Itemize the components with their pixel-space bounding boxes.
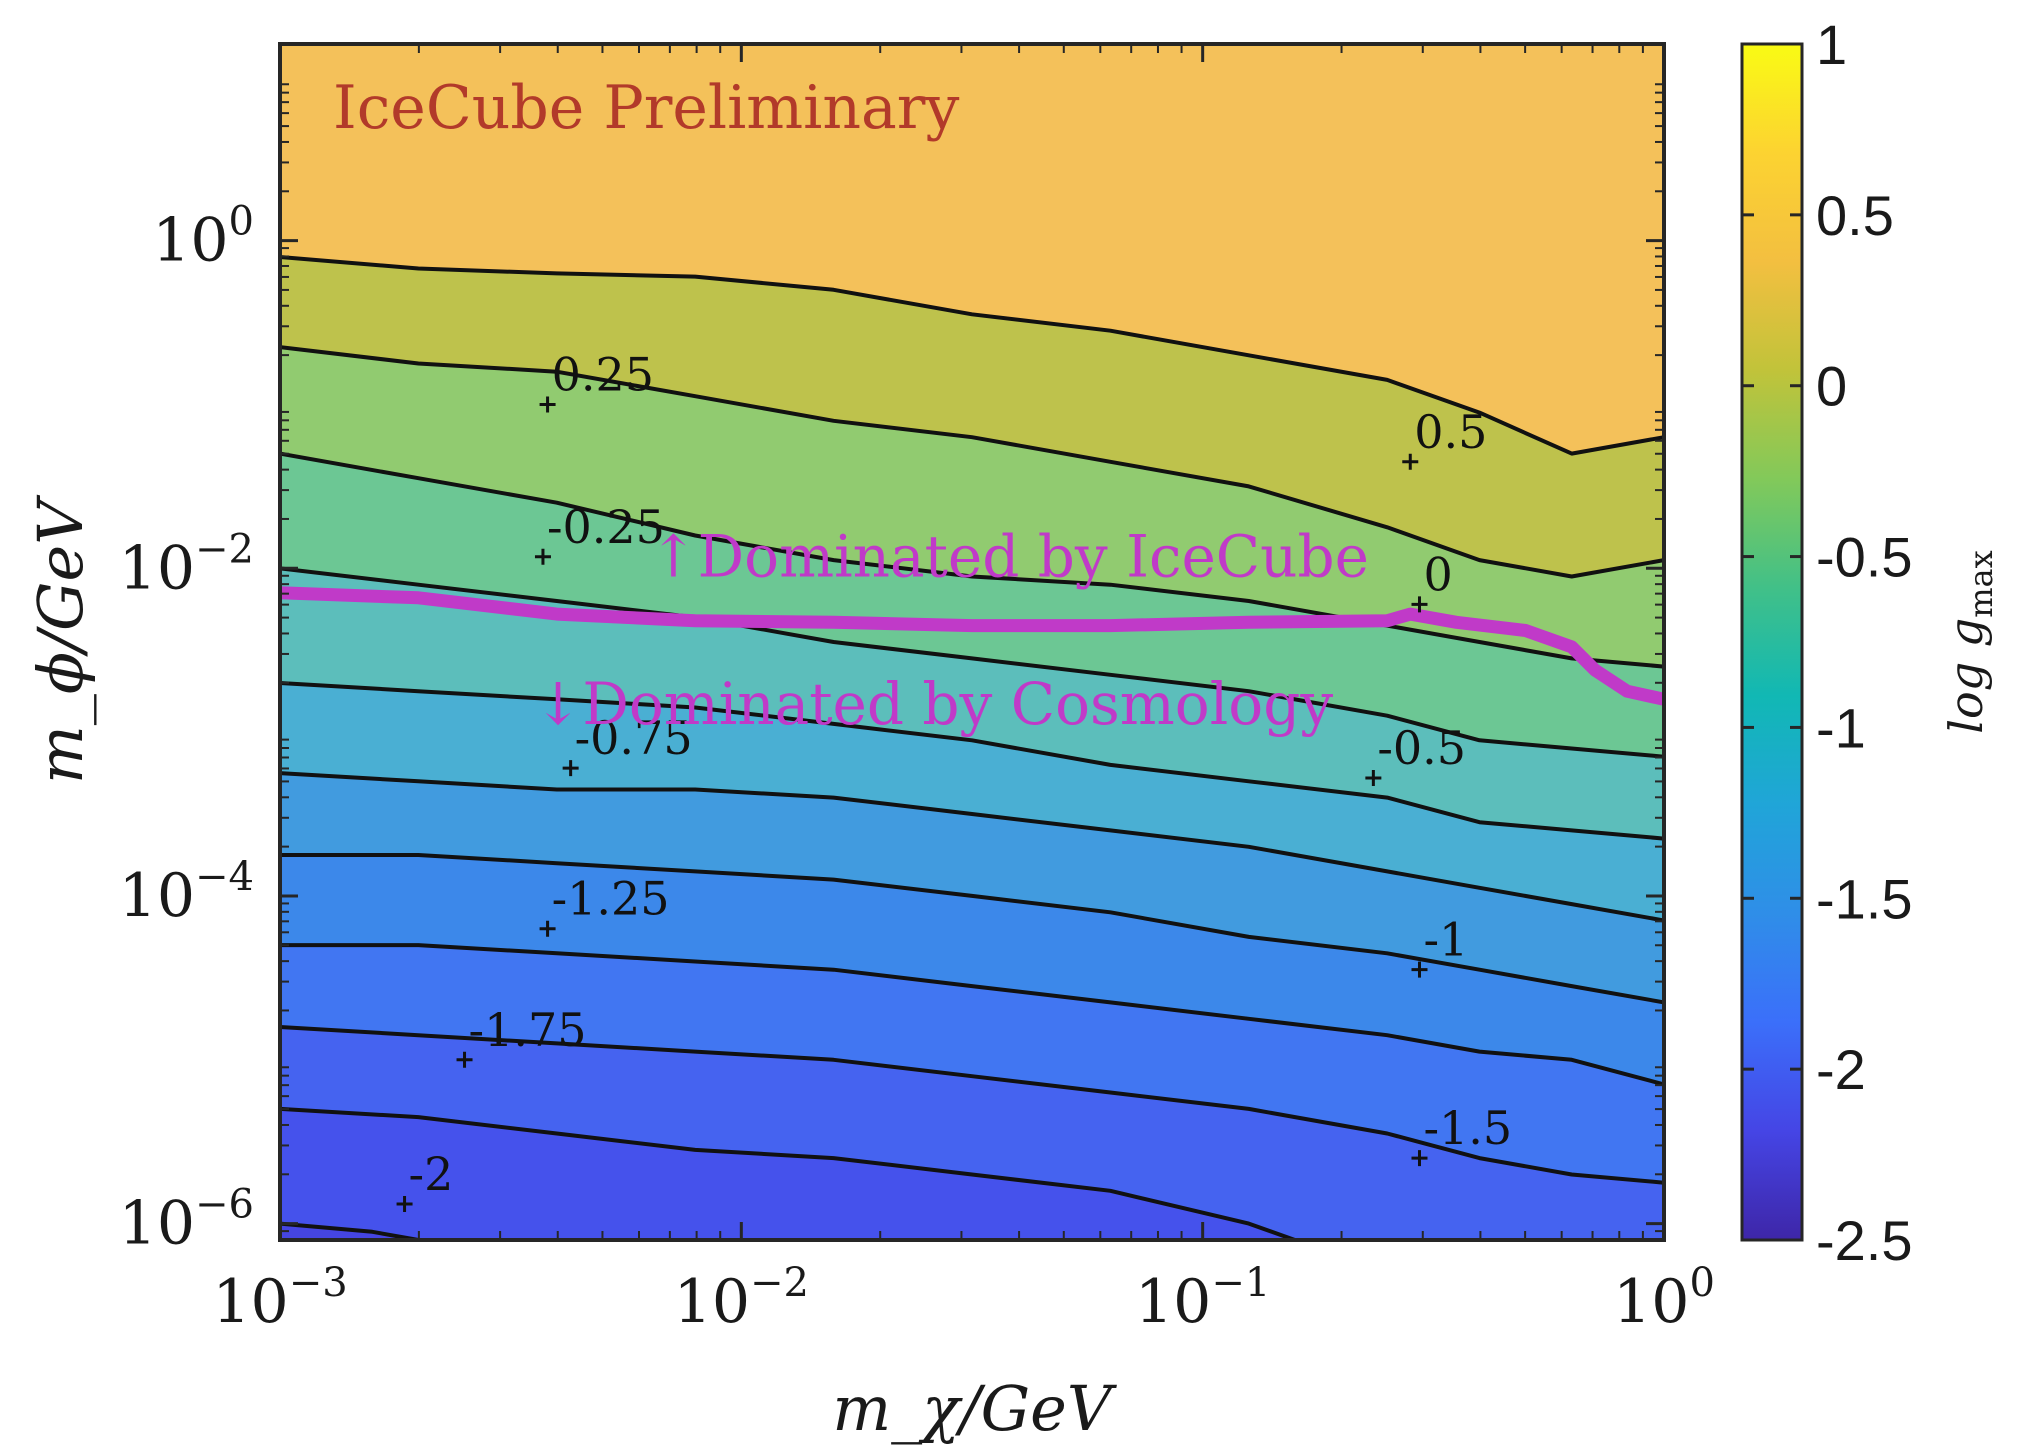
plot-frame (278, 42, 1666, 1242)
contour-label-marker (1411, 961, 1428, 978)
minor-ticks (280, 44, 1664, 1241)
y-axis-label: m_ϕ/GeV (24, 494, 97, 784)
colorbar-tick-label: 0 (1816, 355, 1847, 418)
contour-line--0.5 (280, 681, 1664, 841)
contour-line-0.5 (280, 255, 1664, 456)
svg-text:log gmax: log gmax (1939, 550, 2000, 733)
contour-label-text: 0.25 (552, 347, 654, 401)
colorbar-tick-label: -1 (1816, 696, 1866, 759)
contour-label-text: -1.75 (469, 1003, 587, 1057)
contour-label: -2 (396, 1147, 454, 1212)
contour-label: -1.75 (456, 1003, 587, 1068)
contour-label-marker (1365, 769, 1382, 786)
contour-label: -1 (1411, 913, 1468, 978)
colorbar-tick-label: -1.5 (1816, 867, 1913, 930)
contour-line--1.75 (280, 1106, 1296, 1240)
contour-label: 0.5 (1402, 405, 1487, 470)
contour-line--1.5 (280, 1025, 1664, 1185)
contour-label-marker (1411, 596, 1428, 613)
colorbar-gradient (1740, 42, 1804, 1242)
contour-labels: 0.25 0.5 -0.25 0 -0.75 -0.5 -1.25 -1 -1.75 -1.5 -2 (396, 347, 1512, 1212)
colorbar-tick-label: 0.5 (1816, 184, 1894, 247)
x-tick-label: 10−1 (1135, 1260, 1270, 1337)
contour-label: 0 (1411, 547, 1453, 613)
region-labels: ↑Dominated by IceCube ↓Dominated by Cosmo… (534, 522, 1369, 737)
contour-label-marker (539, 396, 556, 413)
contour-label-marker (456, 1051, 473, 1068)
contour-label-text: -1.25 (552, 872, 670, 926)
contour-label-marker (539, 920, 556, 937)
y-tick-label: 10−2 (119, 526, 254, 603)
band--2 (280, 1108, 1295, 1240)
contour-label-text: -2 (409, 1147, 454, 1201)
contour-label: -0.75 (562, 711, 693, 777)
colorbar: 1 0.5 0 -0.5 -1 -1.5 -2 -2.5 log gmax (1740, 13, 2000, 1272)
region-label-cosmology: ↓Dominated by Cosmology (534, 670, 1334, 738)
x-tick-label: 10−2 (674, 1260, 809, 1337)
contour-label-text: 0.5 (1414, 405, 1487, 459)
contour-label: -1.25 (539, 872, 670, 937)
x-axis-label: m_χ/GeV (832, 1372, 1117, 1445)
colorbar-tick-label: 1 (1816, 13, 1847, 76)
contour-label-text: -1.5 (1423, 1101, 1512, 1155)
y-tick-label: 10−4 (119, 854, 254, 931)
region-label-icecube: ↑Dominated by IceCube (649, 522, 1369, 590)
contour-label-text: -0.5 (1377, 721, 1466, 775)
x-tick-label: 10−3 (212, 1260, 347, 1337)
contour-bands (280, 44, 1664, 1240)
y-tick-label: 100 (152, 199, 254, 276)
x-tick-label: 100 (1613, 1260, 1715, 1337)
contour-label-marker (1402, 453, 1419, 470)
x-axis-ticks: 10−3 10−2 10−1 100 (212, 44, 1715, 1337)
contour-label-marker (396, 1195, 413, 1212)
colorbar-label-sub: max (1962, 550, 2000, 617)
colorbar-label-main: log g (1939, 618, 1993, 734)
contour-label: -1.5 (1411, 1101, 1512, 1167)
contour-label-marker (1411, 1150, 1428, 1167)
colorbar-ticks: 1 0.5 0 -0.5 -1 -1.5 -2 -2.5 (1742, 13, 1913, 1272)
contour-line--0.75 (280, 771, 1664, 923)
icecube-cosmology-boundary (280, 586, 1664, 706)
y-axis-ticks: 10−6 10−4 10−2 100 (119, 199, 1664, 1259)
contour-line--2 (280, 1221, 419, 1240)
boundary-line (280, 586, 1664, 706)
contour-lines (280, 255, 1664, 1240)
contour-label-text: 0 (1423, 547, 1452, 601)
contour-line-0.25 (280, 345, 1664, 579)
icecube-preliminary-label: IceCube Preliminary (333, 73, 959, 143)
colorbar-tick-label: -0.5 (1816, 526, 1913, 589)
colorbar-label: log gmax (1939, 550, 2000, 733)
contour-label: 0.25 (539, 347, 654, 413)
contour-label-text: -0.25 (547, 500, 665, 554)
contour-label-marker (534, 548, 551, 565)
colorbar-tick-label: -2 (1816, 1038, 1866, 1101)
contour-label: -0.5 (1365, 721, 1466, 786)
plot-area (280, 44, 1664, 1240)
y-tick-label: 10−6 (119, 1182, 254, 1259)
contour-line--0.25 (280, 566, 1664, 759)
colorbar-tick-label: -2.5 (1816, 1209, 1913, 1272)
contour-line-0 (280, 451, 1664, 669)
contour-line--1.25 (280, 943, 1664, 1087)
contour-line--1 (280, 853, 1664, 1005)
contour-label-marker (562, 760, 579, 777)
contour-label-text: -1 (1423, 913, 1468, 967)
contour-label-text: -0.75 (575, 711, 693, 765)
contour-label: -0.25 (534, 500, 665, 565)
